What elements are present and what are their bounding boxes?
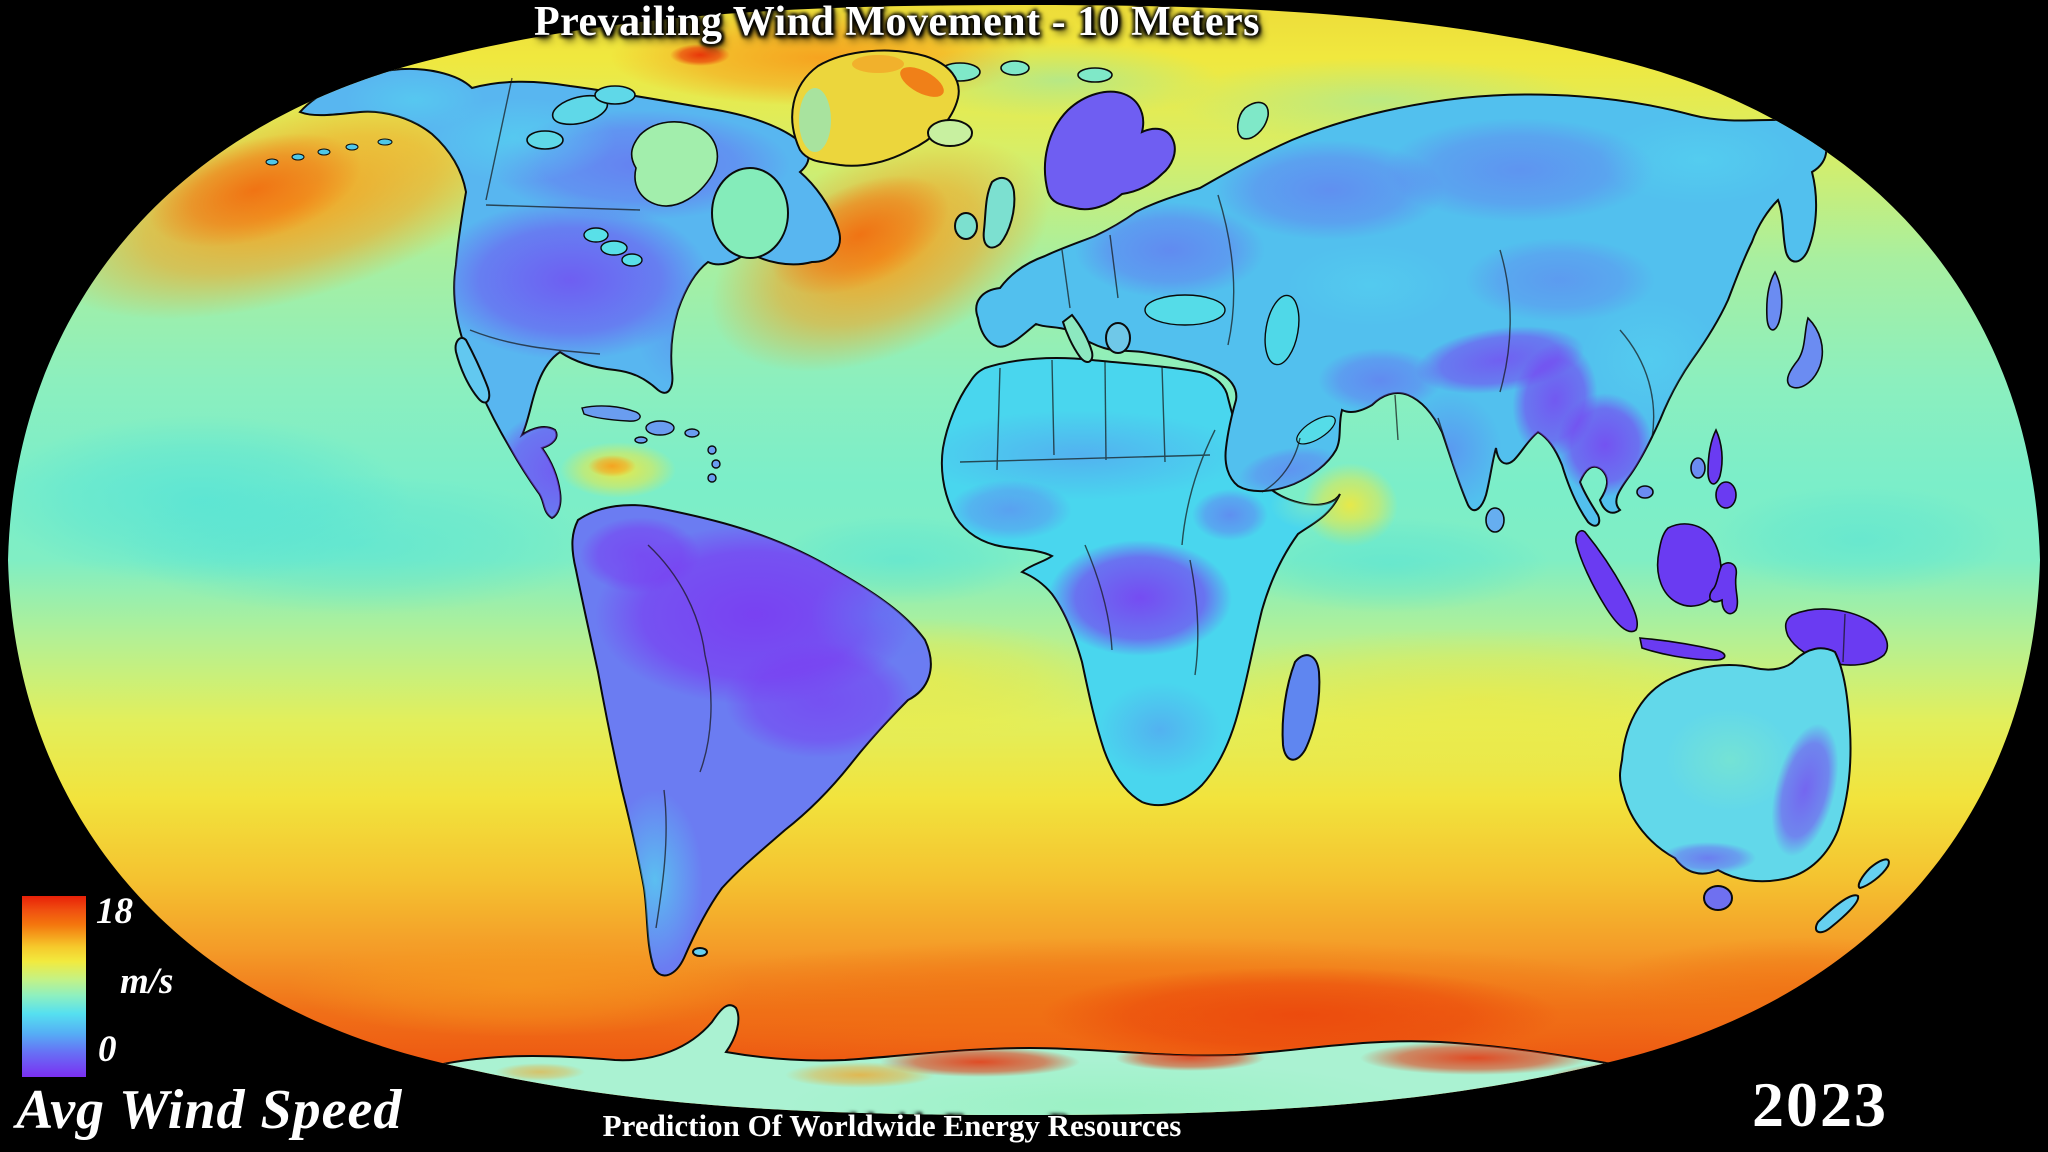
map-title: Prevailing Wind Movement - 10 Meters — [533, 0, 1261, 45]
iceland — [927, 119, 973, 147]
borneo — [1656, 523, 1722, 607]
hudson-bay — [711, 167, 789, 259]
legend-colorbar — [22, 896, 86, 1077]
legend-max-label: 18 — [96, 891, 133, 932]
madagascar — [1281, 654, 1321, 761]
black-sea — [1144, 294, 1226, 326]
caribbean-islands — [581, 405, 721, 483]
scandinavia — [1044, 90, 1176, 211]
great-lakes — [583, 227, 643, 267]
arctic-islands — [526, 60, 1269, 207]
tasmania — [1703, 885, 1733, 911]
hainan — [1636, 485, 1654, 499]
continent-south-america — [571, 504, 932, 977]
java — [1639, 637, 1726, 661]
falkland-islands — [692, 947, 708, 957]
footer-year: 2023 — [1752, 1069, 1888, 1140]
continents — [265, 49, 1890, 1115]
persian-gulf — [1296, 415, 1336, 445]
great-britain — [982, 176, 1016, 249]
sakhalin — [1765, 270, 1783, 331]
sumatra — [1575, 529, 1639, 633]
new-zealand-north — [1857, 858, 1890, 890]
philippines — [1707, 428, 1723, 485]
legend-units-label: m/s — [120, 961, 174, 1002]
legend-min-label: 0 — [98, 1029, 117, 1070]
ireland — [954, 212, 978, 240]
greenland — [791, 49, 960, 167]
legend-caption: Avg Wind Speed — [16, 1079, 403, 1141]
sri-lanka — [1485, 507, 1505, 533]
philippines-south — [1715, 481, 1737, 509]
japan — [1786, 316, 1824, 389]
country-borders — [469, 77, 1846, 929]
greece — [1105, 322, 1131, 354]
continent-australia — [1619, 647, 1890, 934]
aleutian-islands — [265, 138, 393, 166]
caspian-sea — [1264, 294, 1300, 366]
italy — [1061, 313, 1094, 363]
new-zealand-south — [1814, 894, 1860, 934]
east-asia-islands — [1485, 270, 1824, 533]
sulawesi — [1709, 562, 1739, 615]
taiwan — [1690, 457, 1706, 479]
continent-africa — [940, 357, 1341, 807]
footer-source: Prediction Of Worldwide Energy Resources — [602, 1108, 1182, 1143]
europe-islands — [954, 90, 1176, 363]
